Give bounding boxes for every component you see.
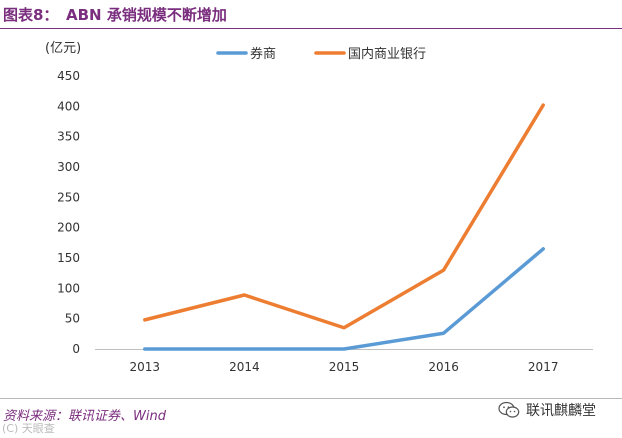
y-tick-label: 50 xyxy=(65,312,80,326)
source-note: 资料来源：联讯证券、Wind xyxy=(3,409,166,424)
legend-label: 券商 xyxy=(250,46,276,62)
figure-title: ABN 承销规模不断增加 xyxy=(66,6,227,24)
y-tick-label: 250 xyxy=(57,190,80,204)
footer-divider xyxy=(0,398,622,399)
line-chart: 0 50 100 150 200 250 300 350 400 450 2013 2014 2015… xyxy=(45,41,593,374)
wechat-name: 联讯麒麟堂 xyxy=(526,403,596,419)
wechat-icon xyxy=(498,401,520,418)
wechat-account: 联讯麒麟堂 xyxy=(498,400,596,420)
y-tick-label: 0 xyxy=(72,342,80,356)
y-tick-label: 350 xyxy=(57,130,80,144)
figure-header: 图表8： ABN 承销规模不断增加 xyxy=(0,0,622,29)
y-tick-label: 100 xyxy=(57,281,80,295)
y-unit-label: (亿元) xyxy=(45,41,81,56)
y-tick-label: 400 xyxy=(57,99,80,113)
y-tick-labels: 0 50 100 150 200 250 300 350 400 450 xyxy=(57,69,80,356)
x-tick-label: 2017 xyxy=(528,360,559,374)
legend-label: 国内商业银行 xyxy=(348,46,426,62)
y-tick-label: 300 xyxy=(57,160,80,174)
series-line-1 xyxy=(143,247,545,351)
chart-series xyxy=(143,103,545,351)
y-tick-label: 450 xyxy=(57,69,80,83)
x-tick-label: 2014 xyxy=(229,360,260,374)
x-tick-label: 2015 xyxy=(329,360,360,374)
y-tick-label: 200 xyxy=(57,221,80,235)
figure-label: 图表8： xyxy=(3,6,59,24)
x-tick-label: 2013 xyxy=(130,360,161,374)
x-tick-labels: 2013 2014 2015 2016 2017 xyxy=(130,360,559,374)
watermark: (C) 天眼查 xyxy=(2,422,55,435)
series-line-2 xyxy=(143,103,545,330)
x-tick-label: 2016 xyxy=(428,360,459,374)
y-tick-label: 150 xyxy=(57,251,80,265)
chart-legend: 券商 国内商业银行 xyxy=(216,46,426,62)
